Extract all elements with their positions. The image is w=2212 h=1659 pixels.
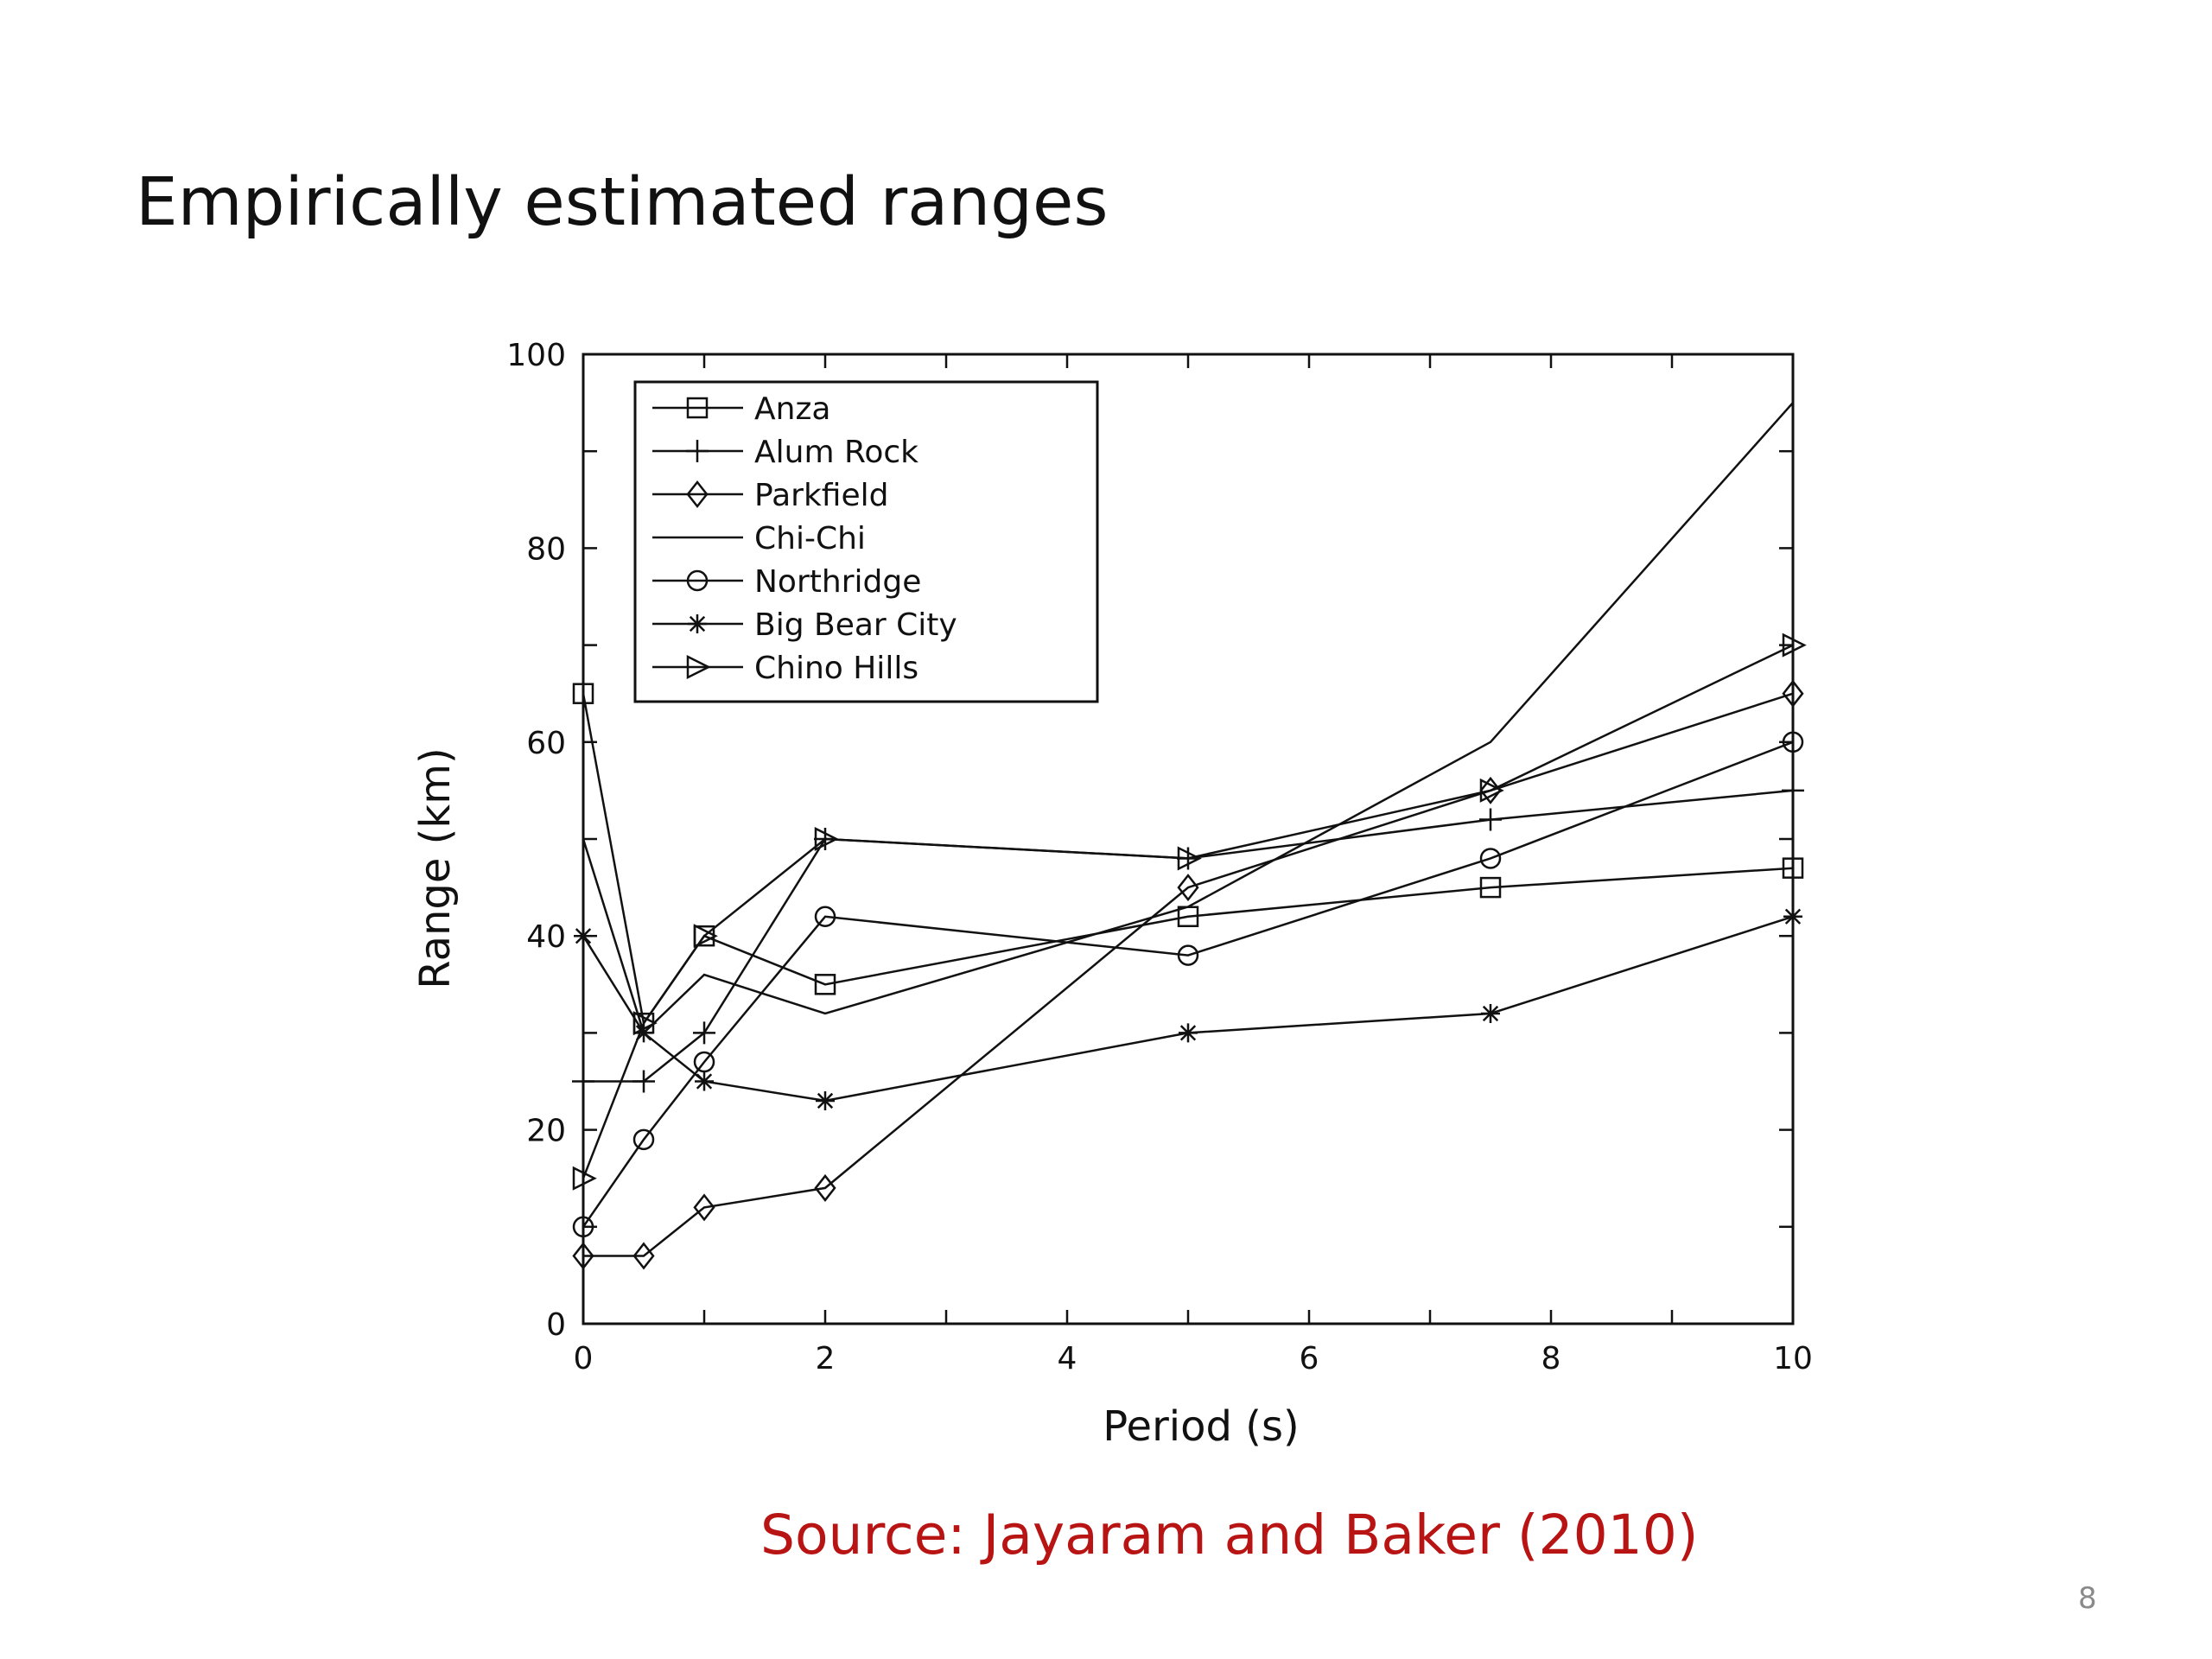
point-parkfield — [1479, 776, 1502, 804]
point-parkfield — [1782, 679, 1804, 708]
x-tick-label: 2 — [816, 1341, 836, 1376]
point-northridge — [693, 1051, 715, 1073]
y-tick-label: 80 — [526, 531, 566, 567]
legend-marker-alum-rock — [686, 440, 709, 462]
point-northridge — [1782, 731, 1804, 753]
legend-box — [633, 380, 1099, 703]
point-alum-rock — [1479, 808, 1502, 831]
x-tick-label: 10 — [1773, 1341, 1813, 1376]
point-anza — [1782, 857, 1804, 879]
point-anza — [814, 974, 836, 995]
legend-marker-anza — [686, 397, 709, 419]
point-big-bear-city — [1783, 906, 1802, 926]
x-tick-label: 6 — [1300, 1341, 1319, 1376]
legend-label-chino-hills: Chino Hills — [754, 651, 918, 686]
point-alum-rock — [1782, 779, 1804, 802]
legend-marker-parkfield — [686, 480, 709, 509]
legend-marker-chino-hills — [686, 654, 711, 680]
point-big-bear-city — [695, 1071, 714, 1091]
point-big-bear-city — [816, 1090, 835, 1110]
legend-label-big-bear-city: Big Bear City — [754, 607, 957, 643]
point-northridge — [572, 1216, 594, 1238]
page-number: 8 — [2078, 1581, 2097, 1616]
point-northridge — [1479, 848, 1502, 869]
point-parkfield — [693, 1193, 715, 1222]
series-line-big-bear-city — [582, 915, 1794, 1103]
point-anza — [1479, 876, 1502, 899]
point-chino-hills — [1782, 632, 1807, 658]
point-alum-rock — [632, 1070, 655, 1093]
point-northridge — [632, 1128, 655, 1151]
point-big-bear-city — [1481, 1003, 1500, 1023]
legend-label-anza: Anza — [754, 391, 830, 427]
point-parkfield — [814, 1173, 836, 1202]
range-chart: 0 2 4 6 8 10 0 20 40 60 80 100 Anza Alum Rock Parkfie… — [380, 320, 1918, 1469]
point-parkfield — [632, 1242, 655, 1270]
point-northridge — [814, 906, 836, 928]
point-chino-hills — [1479, 778, 1504, 803]
point-chino-hills — [632, 1011, 658, 1036]
legend-marker-northridge — [686, 569, 709, 592]
y-tick-label: 40 — [526, 919, 566, 955]
point-chino-hills — [1177, 846, 1202, 871]
point-alum-rock — [572, 1070, 594, 1093]
point-anza — [1177, 906, 1199, 928]
point-chino-hills — [572, 1166, 597, 1191]
point-big-bear-city — [634, 1023, 653, 1043]
legend-label-northridge: Northridge — [754, 564, 921, 600]
x-axis-label: Period (s) — [1103, 1402, 1299, 1451]
point-chino-hills — [814, 826, 839, 852]
y-tick-label: 60 — [526, 726, 566, 761]
chart-legend: Anza Alum Rock Parkfield Chi-Chi Northridge B… — [633, 380, 1099, 703]
y-tick-label: 20 — [526, 1114, 566, 1149]
legend-marker-big-bear-city — [688, 614, 707, 633]
point-big-bear-city — [574, 926, 593, 946]
x-tick-label: 0 — [574, 1341, 594, 1376]
series-line-northridge — [582, 741, 1794, 1228]
slide-title: Empirically estimated ranges — [136, 164, 1109, 241]
legend-label-alum-rock: Alum Rock — [754, 435, 918, 470]
point-anza — [572, 683, 594, 704]
point-alum-rock — [693, 1021, 715, 1045]
point-alum-rock — [1177, 847, 1199, 870]
chart-markers — [572, 632, 1807, 1270]
point-alum-rock — [814, 828, 836, 850]
point-parkfield — [1177, 874, 1199, 902]
y-axis-label: Range (km) — [411, 747, 460, 988]
x-tick-label: 8 — [1541, 1341, 1561, 1376]
legend-label-chi-chi: Chi-Chi — [754, 521, 866, 556]
y-tick-label: 0 — [546, 1307, 566, 1343]
point-big-bear-city — [1179, 1023, 1198, 1043]
point-northridge — [1177, 944, 1199, 966]
x-tick-label: 4 — [1058, 1341, 1077, 1376]
point-chino-hills — [693, 924, 718, 949]
source-citation: Source: Jayaram and Baker (2010) — [760, 1503, 1699, 1567]
series-line-chino-hills — [582, 644, 1794, 1179]
y-tick-label: 100 — [506, 338, 566, 373]
point-parkfield — [572, 1242, 594, 1270]
legend-label-parkfield: Parkfield — [754, 478, 888, 513]
